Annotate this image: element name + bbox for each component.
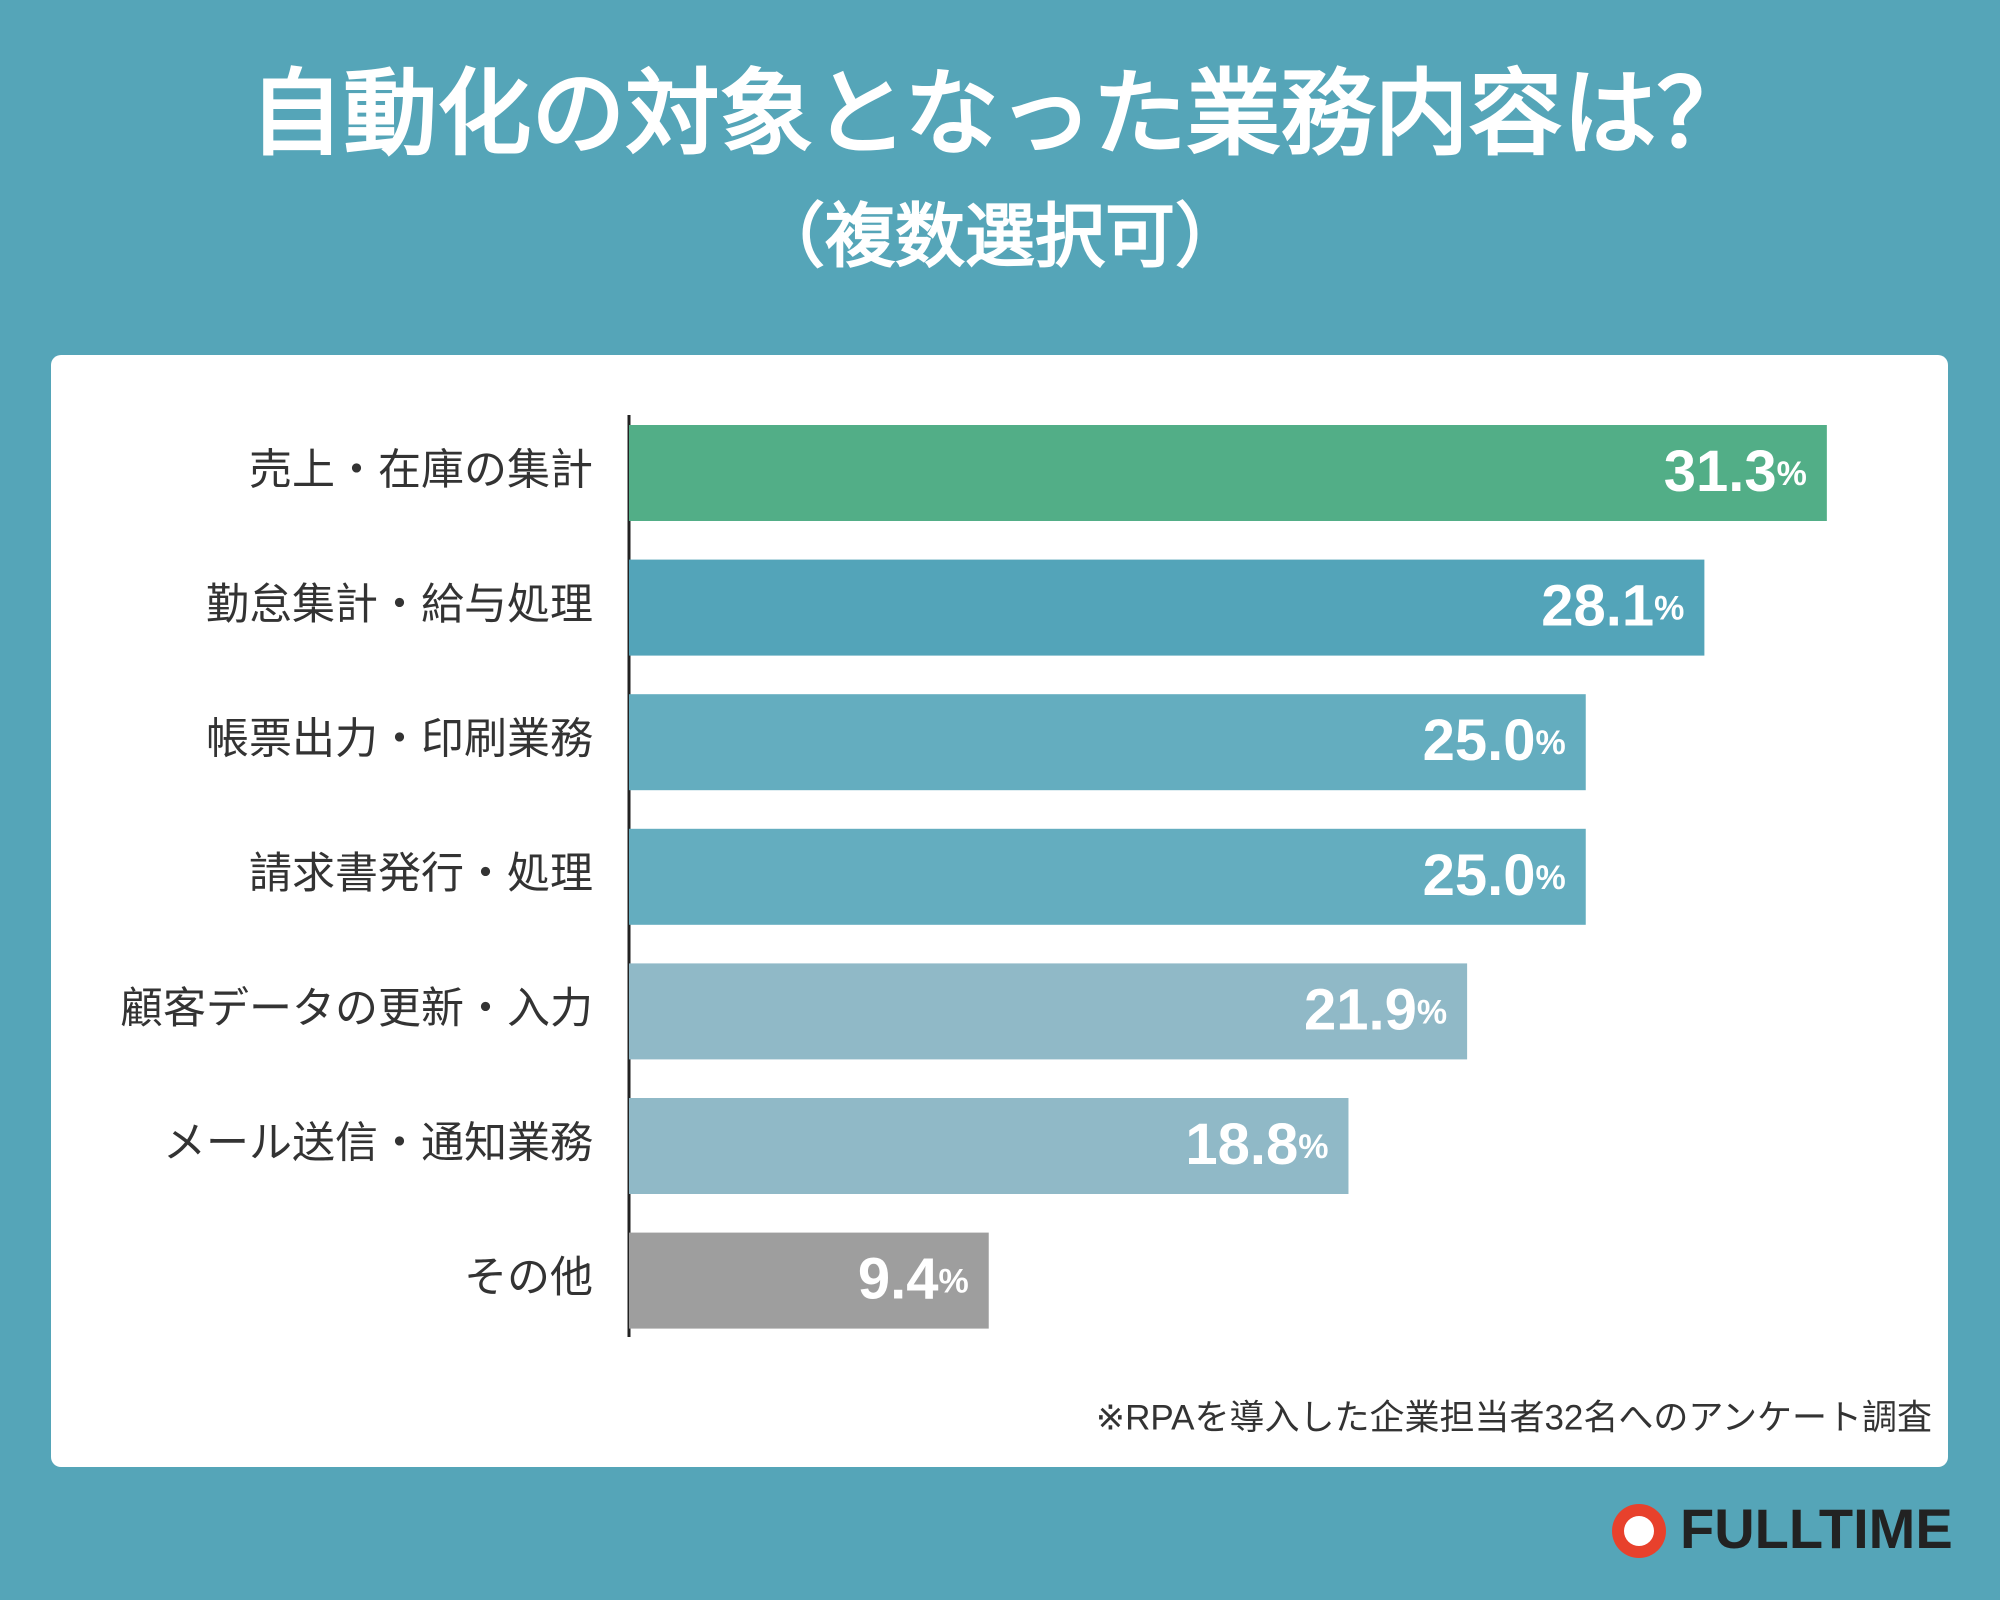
category-label: 顧客データの更新・入力 [120,985,593,1033]
value-label: 25.0% [1423,709,1566,774]
category-label: 請求書発行・処理 [249,850,593,898]
bar [629,694,1586,791]
bar [629,1232,989,1329]
value-label: 18.8% [1185,1112,1328,1177]
bar [629,425,1827,521]
category-label: その他 [464,1254,593,1302]
bar [629,1098,1349,1194]
bar [629,828,1586,925]
value-label: 9.4% [858,1247,969,1312]
value-label: 21.9% [1304,978,1447,1043]
logo: FULLTIME [1680,1497,1953,1560]
footnote: ※RPAを導入した企業担当者32名へのアンケート調査 [1096,1398,1932,1437]
chart-subtitle: （複数選択可） [755,197,1245,275]
category-label: メール送信・通知業務 [163,1119,593,1167]
category-label: 売上・在庫の集計 [249,446,593,494]
value-label: 28.1% [1541,574,1684,639]
bar [629,963,1468,1060]
logo-icon-face [1624,1516,1654,1546]
category-label: 勤怠集計・給与処理 [206,581,593,629]
chart-title: 自動化の対象となった業務内容は？ [249,61,1750,166]
bar [629,559,1705,656]
value-label: 31.3% [1664,439,1807,504]
category-label: 帳票出力・印刷業務 [206,716,593,764]
value-label: 25.0% [1423,843,1566,908]
